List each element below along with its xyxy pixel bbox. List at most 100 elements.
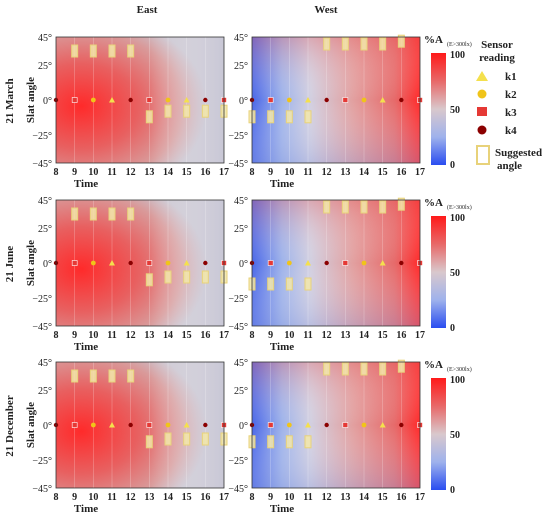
colorbar-tick-label: 50 bbox=[450, 268, 460, 279]
y-tick-label: −25° bbox=[228, 131, 248, 142]
x-tick-label: 12 bbox=[322, 492, 332, 503]
sensor-marker bbox=[165, 422, 171, 428]
x-tick-label: 9 bbox=[268, 492, 273, 503]
suggested-angle-box bbox=[164, 432, 172, 446]
suggested-angle-box bbox=[285, 110, 293, 124]
x-tick-label: 14 bbox=[163, 330, 173, 341]
suggested-angle-box bbox=[323, 37, 331, 51]
x-tick-label: 13 bbox=[340, 167, 350, 178]
sensor-marker bbox=[305, 260, 311, 266]
y-tick-label: 0° bbox=[239, 421, 248, 432]
suggested-angle-box bbox=[145, 273, 153, 287]
colorbar-gradient bbox=[431, 53, 446, 165]
x-tick-label: 15 bbox=[378, 167, 388, 178]
x-tick-label: 9 bbox=[268, 330, 273, 341]
sensor-marker bbox=[267, 260, 274, 266]
x-tick-label: 17 bbox=[219, 167, 229, 178]
x-tick-label: 9 bbox=[72, 492, 77, 503]
legend-label-k1: k1 bbox=[505, 71, 517, 83]
legend-label-k2: k2 bbox=[505, 89, 517, 101]
row-label-december: 21 December bbox=[4, 395, 16, 457]
suggested-angle-box bbox=[108, 207, 116, 221]
sensor-marker bbox=[399, 422, 404, 428]
sensor-marker bbox=[379, 97, 386, 103]
y-tick-label: −45° bbox=[228, 159, 248, 170]
sensor-marker bbox=[146, 97, 153, 103]
x-tick-label: 10 bbox=[88, 330, 98, 341]
legend-suggested-line2: angle bbox=[497, 160, 522, 172]
y-tick-label: 0° bbox=[239, 96, 248, 107]
panel-frame bbox=[55, 36, 225, 164]
colorbar: %A (E>300lx) 100 50 0 bbox=[424, 359, 472, 496]
panel-21-december-west: 45° 25° 0° −25° −45°8 9 10 11 12 13 14 15 16 17 Time bbox=[228, 358, 425, 515]
sensor-marker bbox=[342, 97, 349, 103]
suggested-angle-box bbox=[127, 44, 135, 58]
x-tick-label: 16 bbox=[396, 492, 406, 503]
x-axis-label: Time bbox=[74, 178, 98, 190]
colorbar-gradient bbox=[431, 378, 446, 490]
x-tick-label: 12 bbox=[322, 167, 332, 178]
column-header-west: West bbox=[314, 4, 338, 16]
x-tick-label: 8 bbox=[54, 167, 59, 178]
x-tick-label: 15 bbox=[182, 492, 192, 503]
suggested-angle-box bbox=[201, 104, 209, 118]
y-tick-label: −45° bbox=[228, 322, 248, 333]
x-tick-label: 17 bbox=[415, 167, 425, 178]
x-tick-label: 8 bbox=[250, 330, 255, 341]
x-axis-label: Time bbox=[74, 341, 98, 353]
heatmap-panels: 45°25°0°−25°−45°8 9 10 11 12 13 14 15 16 17TimeSl… bbox=[25, 33, 425, 515]
suggested-angle-box bbox=[164, 104, 172, 118]
colorbar-title-sub: (E>300lx) bbox=[447, 41, 472, 48]
colorbar-tick-label: 100 bbox=[450, 50, 465, 61]
sensor-marker bbox=[90, 260, 96, 266]
y-tick-label: 45° bbox=[38, 33, 52, 44]
x-tick-label: 11 bbox=[303, 492, 312, 503]
y-tick-label: 25° bbox=[234, 386, 248, 397]
suggested-angle-box bbox=[267, 435, 275, 449]
suggested-angle-box bbox=[285, 277, 293, 291]
sensor-marker bbox=[286, 260, 292, 266]
legend-marker-k3 bbox=[477, 107, 487, 116]
sensor-marker bbox=[109, 97, 115, 103]
row-label-march: 21 March bbox=[4, 78, 16, 123]
y-tick-label: −45° bbox=[32, 159, 52, 170]
sensor-marker bbox=[286, 422, 292, 428]
x-tick-label: 10 bbox=[284, 167, 294, 178]
x-tick-label: 16 bbox=[396, 330, 406, 341]
y-tick-label: −25° bbox=[32, 294, 52, 305]
legend-label-k3: k3 bbox=[505, 107, 517, 119]
y-tick-label: 45° bbox=[234, 33, 248, 44]
suggested-angle-box bbox=[397, 34, 405, 48]
x-axis-label: Time bbox=[270, 178, 294, 190]
sensor-marker bbox=[361, 260, 367, 266]
y-tick-label: −25° bbox=[32, 131, 52, 142]
sensor-marker bbox=[342, 260, 349, 266]
y-tick-label: −45° bbox=[32, 484, 52, 495]
colorbar-title: %A bbox=[424, 197, 443, 209]
suggested-angle-box bbox=[127, 369, 135, 383]
x-tick-label: 14 bbox=[163, 167, 173, 178]
y-tick-label: 0° bbox=[239, 259, 248, 270]
sensor-marker bbox=[165, 260, 171, 266]
sensor-marker bbox=[146, 260, 153, 266]
x-axis-label: Time bbox=[270, 341, 294, 353]
sensor-marker bbox=[183, 260, 190, 266]
sensor-marker bbox=[267, 422, 274, 428]
sensor-marker bbox=[379, 422, 386, 428]
panel-frame bbox=[55, 361, 225, 489]
y-tick-label: 45° bbox=[234, 358, 248, 369]
legend-marker-k2 bbox=[477, 89, 487, 99]
suggested-angle-box bbox=[183, 270, 191, 284]
colorbar-tick-label: 50 bbox=[450, 105, 460, 116]
sensor-marker bbox=[71, 422, 78, 428]
x-tick-label: 13 bbox=[340, 492, 350, 503]
y-axis-label: Slat angle bbox=[25, 402, 37, 448]
colorbar-title-sub: (E>300lx) bbox=[447, 366, 472, 373]
sensor-marker bbox=[305, 422, 311, 428]
suggested-angle-box bbox=[285, 435, 293, 449]
x-tick-label: 15 bbox=[378, 492, 388, 503]
y-tick-label: 45° bbox=[38, 358, 52, 369]
suggested-angle-box bbox=[379, 362, 387, 376]
sensor-marker bbox=[399, 260, 404, 266]
